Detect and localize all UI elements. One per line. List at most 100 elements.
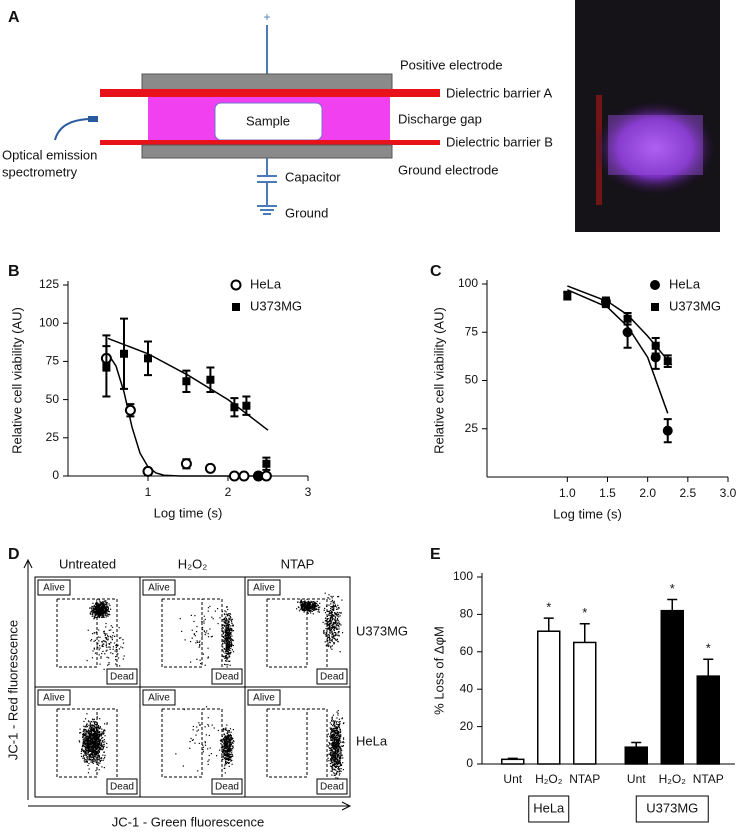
event-dot [331, 640, 333, 643]
event-dot [97, 764, 100, 766]
event-dot [336, 745, 339, 747]
event-dot [332, 735, 334, 738]
event-dot [226, 724, 228, 726]
event-dot [328, 610, 330, 613]
event-dot [82, 749, 84, 752]
event-dot [98, 747, 100, 749]
event-dot [339, 762, 341, 764]
event-dot [337, 753, 340, 755]
event-dot [337, 596, 339, 598]
event-dot [229, 740, 231, 742]
event-dot [336, 762, 338, 765]
event-dot [334, 747, 337, 749]
event-dot [98, 758, 101, 760]
event-dot [338, 721, 340, 723]
significance-star: * [670, 581, 675, 596]
event-dot [224, 613, 226, 616]
event-dot [317, 607, 320, 609]
event-dot [94, 747, 97, 749]
event-dot [333, 729, 336, 731]
event-dot [312, 605, 314, 608]
event-dot [97, 726, 99, 728]
event-dot [93, 751, 96, 753]
event-dot [199, 659, 201, 661]
event-dot [107, 610, 109, 613]
event-dot [98, 654, 100, 656]
event-dot [95, 745, 97, 747]
event-dot [222, 758, 224, 760]
event-dot [108, 663, 110, 665]
event-dot [338, 635, 340, 637]
event-dot [331, 614, 333, 616]
event-dot [80, 732, 82, 734]
event-dot [336, 628, 339, 630]
gate-box [37, 689, 71, 706]
event-dot [337, 714, 339, 716]
event-dot [119, 665, 121, 667]
event-dot [229, 746, 231, 748]
event-dot [95, 612, 97, 614]
event-dot [208, 754, 210, 757]
event-dot [197, 729, 200, 731]
event-dot [100, 757, 102, 759]
label: Ground electrode [398, 162, 498, 177]
event-dot [227, 753, 229, 755]
event-dot [230, 643, 232, 645]
event-dot [325, 635, 327, 637]
event-dot [311, 601, 314, 603]
event-dot [224, 751, 226, 753]
event-dot [331, 767, 333, 769]
event-dot [93, 746, 95, 748]
event-dot [316, 608, 318, 610]
event-dot [230, 735, 232, 737]
event-dot [204, 744, 207, 746]
gate-label: Dead [110, 672, 134, 683]
event-dot [103, 605, 105, 607]
panel-label: D [8, 546, 20, 563]
event-dot [338, 725, 340, 728]
event-dot [339, 772, 341, 775]
event-dot [85, 749, 88, 752]
event-dot [94, 751, 96, 753]
gate-box [37, 579, 71, 596]
event-dot [86, 745, 89, 747]
gate [161, 708, 223, 793]
event-dot [337, 619, 339, 621]
event-dot [209, 628, 211, 630]
event-dot [333, 760, 335, 762]
event-dot [339, 768, 341, 770]
event-dot [309, 603, 311, 605]
event-dot [231, 644, 233, 646]
event-dot [331, 730, 333, 732]
event-dot [217, 622, 219, 625]
event-dot [97, 636, 99, 638]
event-dot [334, 762, 336, 764]
event-dot [334, 733, 336, 735]
event-dot [90, 755, 92, 758]
event-dot [222, 728, 224, 730]
event-dot [336, 731, 338, 734]
gate-label: Dead [320, 782, 344, 793]
event-dot [332, 595, 334, 598]
event-dot [226, 658, 228, 660]
event-dot [337, 724, 340, 726]
event-dot [306, 605, 308, 607]
event-dot [330, 611, 333, 613]
event-dot [311, 607, 314, 609]
event-dot [222, 746, 224, 748]
event-dot [223, 752, 226, 754]
event-dot [326, 617, 328, 620]
event-dot [100, 610, 103, 612]
event-dot [95, 609, 97, 612]
event-dot [229, 613, 231, 615]
event-dot [86, 735, 88, 737]
event-dot [91, 733, 93, 735]
event-dot [329, 609, 331, 612]
event-dot [91, 751, 93, 753]
event-dot [93, 755, 95, 757]
event-dot [79, 728, 81, 730]
event-dot [228, 731, 230, 733]
event-dot [329, 626, 331, 628]
event-dot [85, 752, 87, 754]
event-dot [96, 734, 98, 736]
